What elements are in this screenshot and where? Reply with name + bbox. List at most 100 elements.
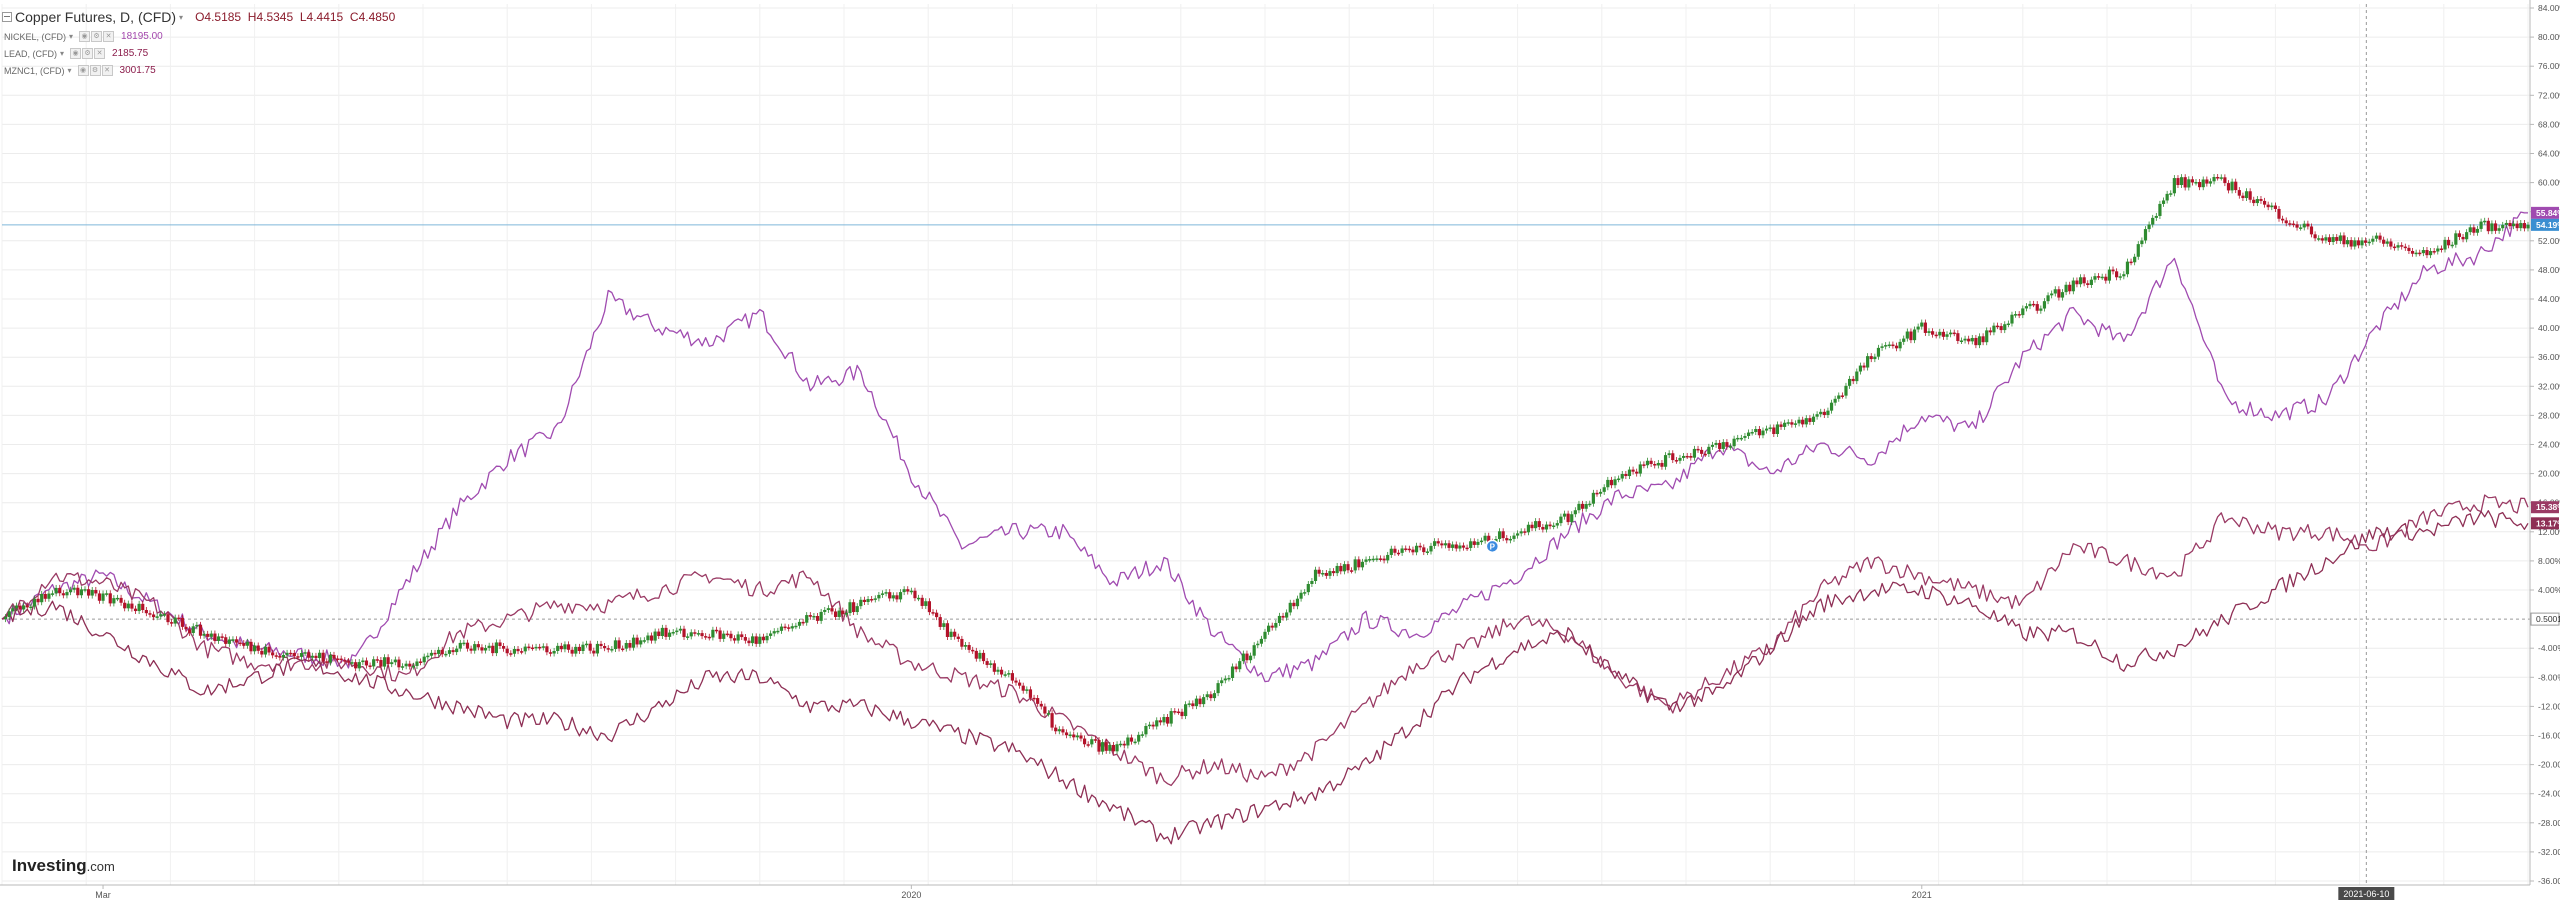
candle-down bbox=[2439, 248, 2443, 251]
open-value: 4.5185 bbox=[204, 10, 242, 24]
candle-up bbox=[105, 593, 109, 595]
last-value-tag bbox=[2531, 517, 2559, 530]
candle-up bbox=[2479, 221, 2483, 229]
candle-down bbox=[743, 637, 747, 641]
candle-up bbox=[1126, 737, 1130, 746]
candle-up bbox=[1620, 474, 1624, 479]
close-icon[interactable]: ✕ bbox=[94, 48, 106, 59]
candle-up bbox=[1285, 612, 1289, 618]
series-line bbox=[1, 494, 2529, 787]
collapse-icon[interactable] bbox=[2, 12, 12, 22]
candle-down bbox=[566, 644, 571, 650]
candle-up bbox=[2270, 205, 2274, 208]
candle-down bbox=[1104, 742, 1108, 751]
candle-down bbox=[833, 611, 838, 617]
last-value-label: 54.19% bbox=[2536, 220, 2560, 230]
x-date-label[interactable]: 2021-06-10 bbox=[2343, 889, 2389, 899]
settings-icon[interactable]: ⚙ bbox=[91, 31, 103, 42]
candle-up bbox=[2219, 177, 2223, 179]
candle-up bbox=[1205, 694, 1209, 698]
candle-down bbox=[2115, 271, 2119, 278]
candle-up bbox=[1761, 430, 1765, 436]
candle-down bbox=[1801, 419, 1805, 425]
candle-up bbox=[1710, 444, 1715, 447]
candle-down bbox=[505, 648, 509, 654]
candle-down bbox=[1158, 720, 1162, 723]
visibility-icon[interactable]: ◉ bbox=[77, 65, 89, 76]
y-tick-label: 76.00% bbox=[2538, 61, 2560, 71]
candle-up bbox=[112, 598, 116, 604]
y-tick-label: -8.00% bbox=[2538, 672, 2560, 682]
candle-down bbox=[559, 645, 563, 650]
candle-up bbox=[653, 631, 657, 641]
candle-up bbox=[1202, 697, 1206, 705]
candle-up bbox=[2133, 256, 2137, 263]
visibility-icon[interactable]: ◉ bbox=[79, 31, 91, 42]
event-marker[interactable]: P bbox=[1485, 539, 1500, 554]
settings-icon[interactable]: ⚙ bbox=[82, 48, 94, 59]
candle-down bbox=[343, 660, 347, 662]
candle-up bbox=[2093, 276, 2097, 280]
candle-down bbox=[700, 633, 704, 637]
candle-up bbox=[675, 630, 679, 633]
candle-up bbox=[2475, 228, 2480, 233]
time-axis[interactable]: Mar 2020 2021 2021-06-10 bbox=[0, 884, 2560, 903]
candle-down bbox=[2273, 205, 2277, 209]
candle-down bbox=[985, 661, 989, 665]
candle-down bbox=[2313, 234, 2317, 239]
price-axis[interactable]: 84.00% 80.00% 76.00% 72.00% 68.00% 64.00% 60.0… bbox=[2529, 0, 2560, 903]
close-icon[interactable]: ✕ bbox=[103, 31, 115, 42]
candle-down bbox=[1530, 524, 1534, 529]
settings-icon[interactable]: ⚙ bbox=[89, 65, 101, 76]
candle-up bbox=[1714, 442, 1718, 445]
candle-down bbox=[2223, 177, 2227, 184]
candle-up bbox=[65, 592, 69, 596]
candle-down bbox=[1339, 565, 1343, 572]
candle-down bbox=[119, 597, 123, 603]
series-line bbox=[1, 510, 2529, 845]
chevron-down-icon[interactable]: ▾ bbox=[179, 12, 184, 22]
candle-up bbox=[595, 643, 600, 654]
candle-up bbox=[1746, 432, 1751, 437]
candle-down bbox=[260, 650, 264, 655]
candle-up bbox=[1743, 436, 1747, 438]
candle-down bbox=[292, 653, 296, 657]
candle-up bbox=[1829, 402, 1834, 411]
y-tick-label: -36.00% bbox=[2538, 876, 2560, 886]
candle-down bbox=[974, 650, 978, 659]
chevron-down-icon[interactable]: ▾ bbox=[60, 49, 65, 58]
candle-up bbox=[1544, 524, 1549, 530]
chevron-down-icon[interactable]: ▾ bbox=[67, 66, 72, 75]
legend-main: Copper Futures, D, (CFD) ▾ O4.5185 H4.53… bbox=[2, 6, 395, 28]
candle-down bbox=[888, 592, 892, 599]
candle-up bbox=[7, 611, 11, 618]
candle-up bbox=[1873, 356, 1877, 360]
candle-up bbox=[50, 593, 55, 595]
candle-down bbox=[1956, 333, 1960, 341]
candle-up bbox=[1335, 565, 1339, 574]
candle-up bbox=[711, 629, 715, 638]
candle-down bbox=[1566, 513, 1570, 523]
candle-down bbox=[123, 602, 127, 609]
candle-down bbox=[375, 659, 379, 661]
candle-up bbox=[1555, 523, 1559, 526]
candle-up bbox=[1101, 742, 1105, 752]
candle-down bbox=[97, 593, 102, 601]
candle-up bbox=[2483, 220, 2487, 223]
candle-up bbox=[263, 646, 268, 655]
chevron-down-icon[interactable]: ▾ bbox=[69, 32, 74, 41]
candle-down bbox=[2522, 223, 2526, 229]
close-icon[interactable]: ✕ bbox=[101, 65, 113, 76]
candle-down bbox=[801, 621, 805, 624]
candle-down bbox=[491, 645, 495, 654]
event-marker-icon[interactable] bbox=[1485, 539, 1500, 554]
candle-up bbox=[2006, 323, 2010, 326]
candle-down bbox=[815, 615, 820, 621]
candle-up bbox=[1212, 693, 1217, 699]
visibility-icon[interactable]: ◉ bbox=[70, 48, 82, 59]
zero-tag-label: 0.5001 bbox=[2536, 614, 2560, 624]
candle-down bbox=[2205, 179, 2209, 184]
reference-line bbox=[2, 224, 2530, 620]
candle-up bbox=[72, 587, 76, 590]
